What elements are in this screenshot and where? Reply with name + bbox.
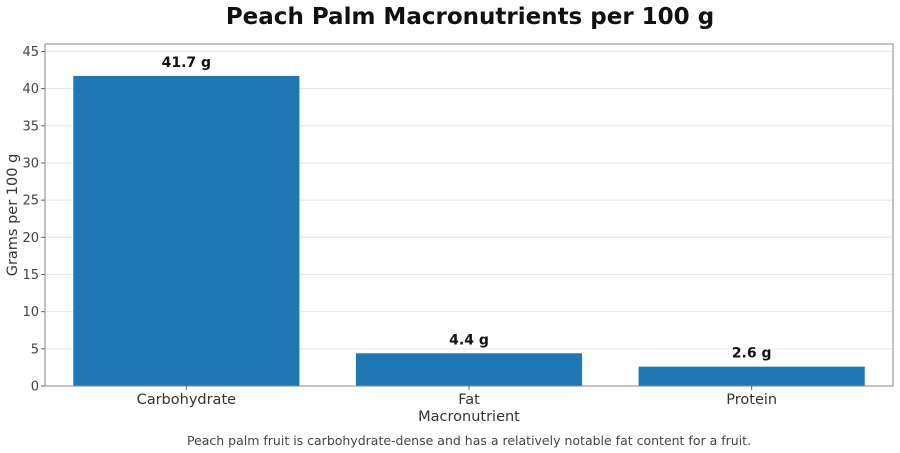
chart-caption: Peach palm fruit is carbohydrate-dense a… — [187, 433, 751, 448]
bars — [73, 75, 865, 386]
data-label: 4.4 g — [449, 332, 489, 348]
x-tick-label: Carbohydrate — [137, 392, 237, 408]
y-tick-label: 10 — [22, 305, 39, 320]
x-tick-label: Protein — [726, 392, 777, 408]
y-tick-label: 25 — [22, 194, 39, 209]
y-tick-label: 20 — [22, 231, 39, 246]
y-axis-ticks: 0 5 10 15 20 25 30 35 40 45 — [22, 45, 45, 395]
x-axis-ticks: Carbohydrate Fat Protein — [137, 386, 777, 408]
y-tick-label: 30 — [22, 156, 39, 171]
x-axis-label: Macronutrient — [418, 409, 520, 425]
y-tick-label: 40 — [22, 82, 39, 97]
y-tick-label: 35 — [22, 119, 39, 134]
bar-protein — [638, 366, 865, 386]
data-label: 2.6 g — [732, 346, 772, 362]
y-tick-label: 15 — [22, 268, 39, 283]
y-tick-label: 0 — [31, 380, 39, 395]
data-label: 41.7 g — [162, 55, 211, 71]
chart-title: Peach Palm Macronutrients per 100 g — [226, 4, 714, 30]
y-tick-label: 45 — [22, 45, 39, 60]
y-tick-label: 5 — [31, 342, 39, 357]
y-axis-label: Grams per 100 g — [5, 154, 21, 277]
x-tick-label: Fat — [458, 392, 480, 408]
data-labels: 41.7 g 4.4 g 2.6 g — [162, 55, 772, 362]
bar-carbohydrate — [73, 75, 300, 386]
bar-fat — [355, 353, 583, 386]
